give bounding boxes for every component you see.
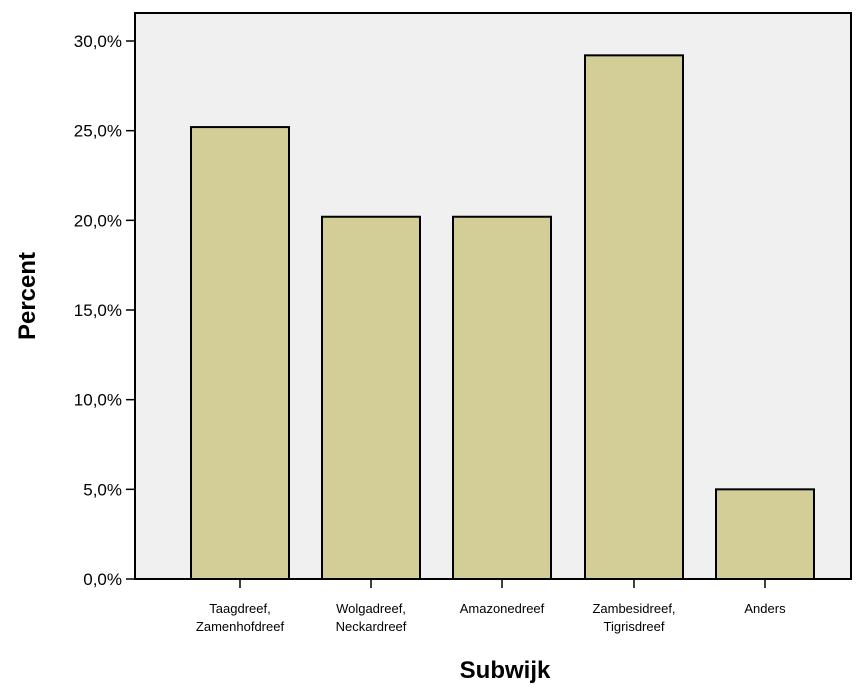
y-tick-label: 15,0% bbox=[74, 301, 122, 320]
bar bbox=[716, 489, 814, 579]
bar bbox=[191, 127, 289, 579]
x-tick-label: Amazonedreef bbox=[460, 601, 545, 616]
y-tick-label: 10,0% bbox=[74, 391, 122, 410]
y-tick-label: 5,0% bbox=[83, 480, 122, 499]
x-tick-label: Zambesidreef, Tigrisdreef bbox=[592, 601, 675, 634]
y-tick-label: 30,0% bbox=[74, 32, 122, 51]
x-tick-label: Anders bbox=[744, 601, 786, 616]
bar bbox=[585, 55, 683, 579]
bar bbox=[322, 217, 420, 579]
y-axis: 0,0% 5,0% 10,0% 15,0% 20,0% 25,0% 30,0% bbox=[74, 32, 135, 589]
bar bbox=[453, 217, 551, 579]
x-axis-title: Subwijk bbox=[460, 657, 551, 684]
y-tick-label: 20,0% bbox=[74, 211, 122, 230]
y-axis-title: Percent bbox=[14, 252, 41, 340]
y-tick-label: 25,0% bbox=[74, 122, 122, 141]
x-tick-label: Taagdreef, Zamenhofdreef bbox=[196, 601, 285, 634]
x-tick-label: Wolgadreef, Neckardreef bbox=[336, 601, 407, 634]
y-tick-label: 0,0% bbox=[83, 570, 122, 589]
x-axis: Taagdreef, Zamenhofdreef Wolgadreef, Neckar… bbox=[196, 579, 786, 634]
